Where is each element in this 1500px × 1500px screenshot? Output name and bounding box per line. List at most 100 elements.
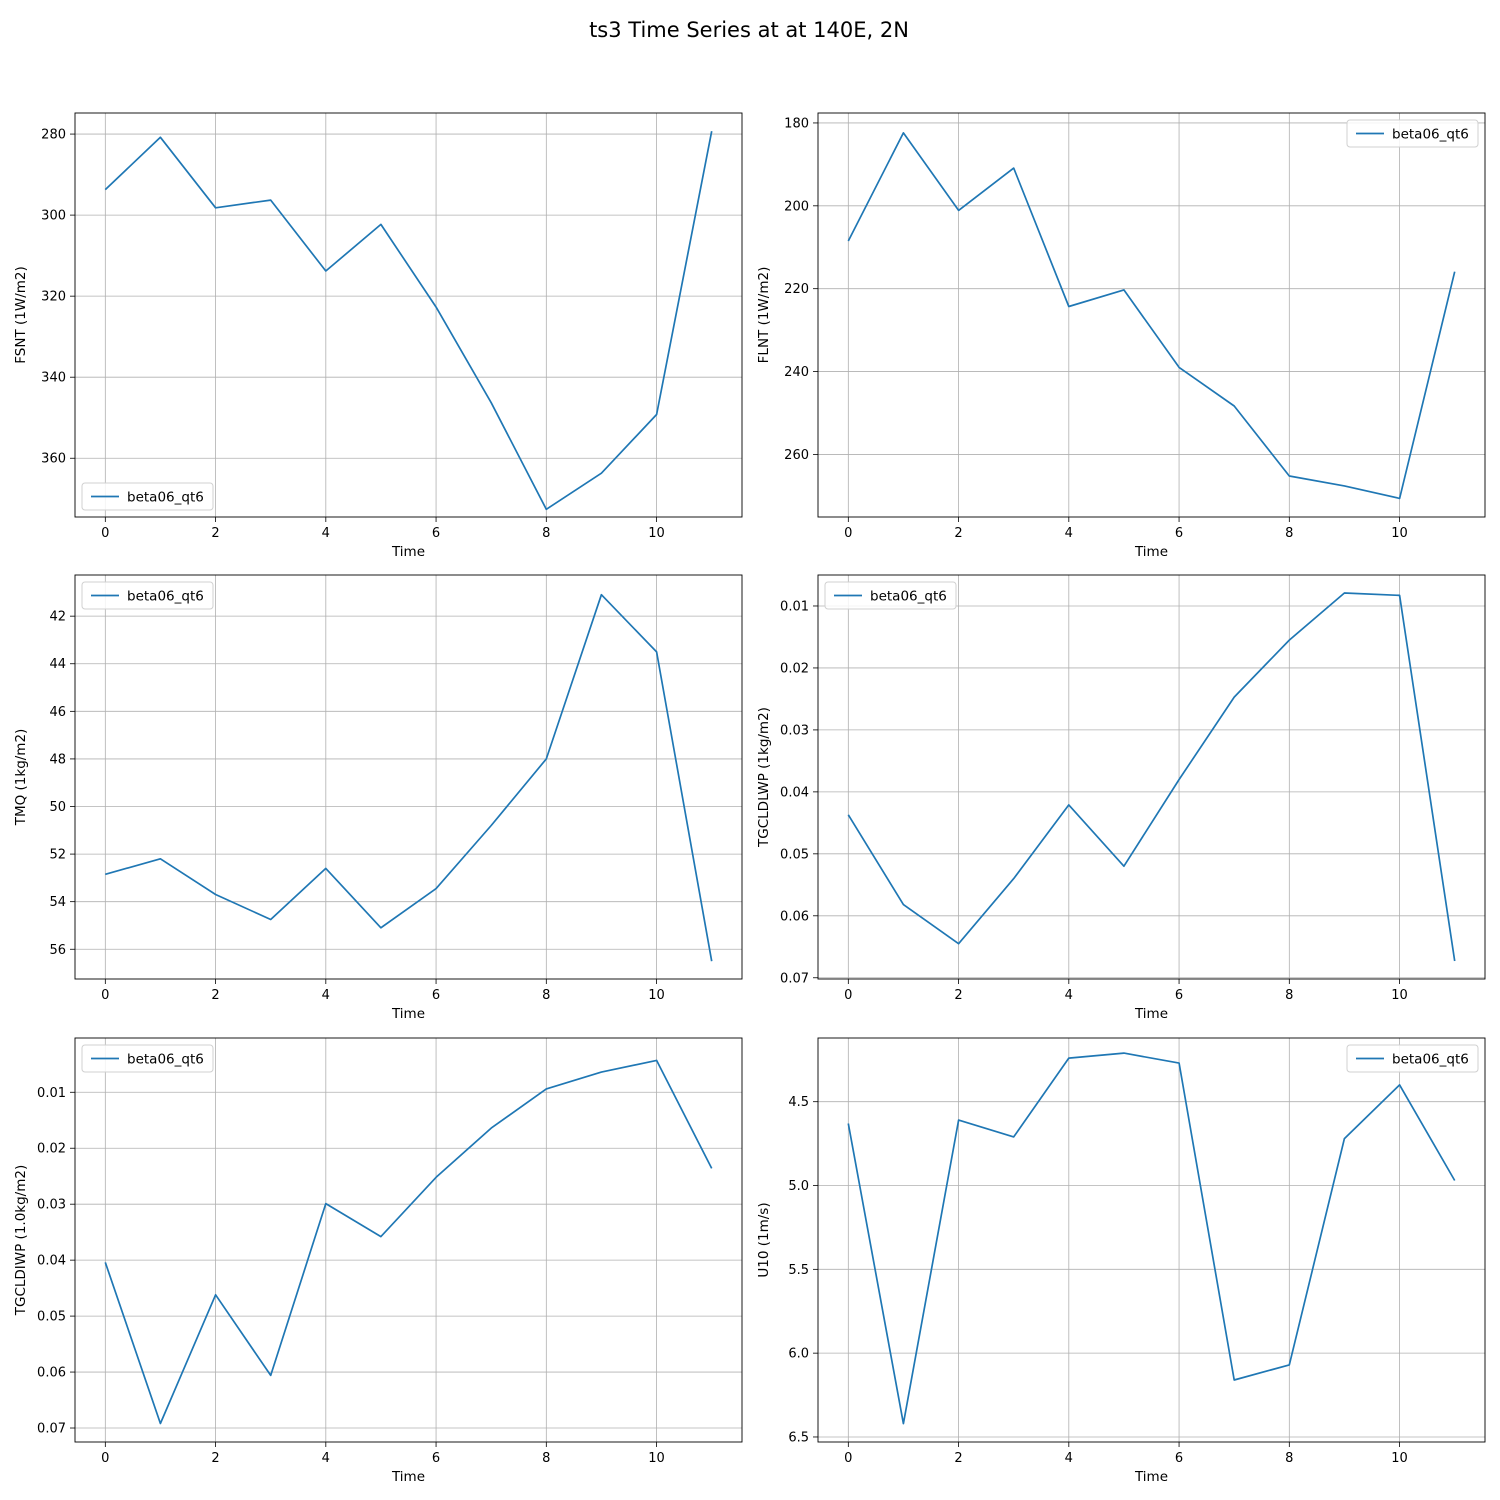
x-tick-label: 2 — [211, 988, 219, 1003]
x-tick-label: 2 — [954, 526, 962, 541]
legend: beta06_qt6 — [81, 581, 214, 610]
legend-box — [81, 1044, 214, 1073]
x-tick-label: 10 — [648, 1451, 665, 1466]
y-tick-label: 0.06 — [780, 909, 809, 924]
x-tick-label: 2 — [211, 526, 219, 541]
y-tick-label: 5.0 — [788, 1179, 809, 1194]
y-tick-label: 0.03 — [780, 723, 809, 738]
legend-box — [1346, 119, 1479, 148]
x-tick-label: 10 — [648, 988, 665, 1003]
x-tick-label: 4 — [322, 988, 330, 1003]
legend-label: beta06_qt6 — [127, 589, 204, 605]
y-tick-label: 0.02 — [780, 661, 809, 676]
y-tick-label: 48 — [49, 752, 66, 767]
legend-box — [81, 482, 214, 511]
legend-box — [1346, 1044, 1479, 1073]
y-axis-label: TGCLDIWP (1.0kg/m2) — [13, 1165, 29, 1317]
x-tick-label: 2 — [954, 988, 962, 1003]
x-tick-label: 8 — [1285, 1451, 1293, 1466]
y-axis-label: TGCLDLWP (1kg/m2) — [756, 707, 772, 848]
y-tick-label: 240 — [784, 365, 809, 380]
x-tick-label: 8 — [542, 1451, 550, 1466]
legend: beta06_qt6 — [1346, 119, 1479, 148]
x-axis-label: Time — [391, 1006, 425, 1022]
y-tick-label: 0.01 — [780, 599, 809, 614]
x-tick-label: 0 — [844, 1451, 852, 1466]
y-axis-label: U10 (1m/s) — [756, 1202, 772, 1277]
series-line — [847, 1052, 1456, 1425]
y-tick-label: 0.07 — [780, 971, 809, 986]
axes-frame — [817, 574, 1486, 980]
x-tick-label: 6 — [1175, 1451, 1183, 1466]
x-axis-label: Time — [1134, 544, 1168, 560]
axes-frame — [74, 112, 743, 518]
x-tick-label: 4 — [1065, 1451, 1073, 1466]
axes-frame — [74, 574, 743, 980]
subplot-4: 0 2 4 6 8 10 0.01 0.02 0.03 0.04 0.05 0.06 0.07 Time T… — [756, 574, 1486, 1022]
y-tick-label: 0.04 — [780, 785, 809, 800]
x-tick-label: 2 — [211, 1451, 219, 1466]
subplot-2: 0 2 4 6 8 10 180 200 220 240 260 Time FLNT (1W/m2) be… — [756, 112, 1486, 560]
x-tick-label: 10 — [1391, 1451, 1408, 1466]
legend-label: beta06_qt6 — [870, 589, 947, 605]
series-line — [105, 593, 713, 962]
y-tick-label: 0.07 — [37, 1422, 66, 1437]
y-tick-label: 46 — [49, 705, 66, 720]
y-tick-label: 4.5 — [788, 1095, 809, 1110]
y-tick-label: 54 — [49, 895, 66, 910]
x-tick-label: 10 — [1391, 526, 1408, 541]
x-tick-label: 10 — [648, 526, 665, 541]
y-tick-label: 260 — [784, 448, 809, 463]
x-tick-label: 6 — [1175, 988, 1183, 1003]
y-tick-label: 200 — [784, 199, 809, 214]
x-tick-label: 6 — [432, 1451, 440, 1466]
y-tick-label: 6.5 — [788, 1430, 809, 1445]
x-axis-label: Time — [391, 1469, 425, 1485]
y-tick-label: 0.02 — [37, 1142, 66, 1157]
legend: beta06_qt6 — [81, 482, 214, 511]
x-tick-label: 2 — [954, 1451, 962, 1466]
series-line — [104, 131, 713, 511]
x-tick-label: 6 — [432, 526, 440, 541]
y-tick-label: 220 — [784, 282, 809, 297]
x-tick-label: 0 — [844, 988, 852, 1003]
y-tick-label: 52 — [49, 848, 66, 863]
x-tick-label: 10 — [1391, 988, 1408, 1003]
y-tick-label: 360 — [41, 452, 66, 467]
legend: beta06_qt6 — [824, 581, 957, 610]
x-tick-label: 4 — [322, 526, 330, 541]
legend-label: beta06_qt6 — [127, 1052, 204, 1068]
x-tick-label: 8 — [542, 526, 550, 541]
x-tick-label: 8 — [1285, 988, 1293, 1003]
x-tick-label: 0 — [101, 526, 109, 541]
legend-box — [81, 581, 214, 610]
x-tick-label: 6 — [1175, 526, 1183, 541]
y-tick-label: 0.04 — [37, 1254, 66, 1269]
y-tick-label: 42 — [49, 610, 66, 625]
y-tick-label: 0.05 — [780, 847, 809, 862]
subplot-6: 0 2 4 6 8 10 4.5 5.0 5.5 6.0 6.5 Time U10 (1m/s) beta… — [756, 1037, 1486, 1485]
x-tick-label: 0 — [101, 1451, 109, 1466]
x-axis-label: Time — [1134, 1006, 1168, 1022]
axes-frame — [74, 1037, 743, 1443]
x-tick-label: 4 — [1065, 526, 1073, 541]
legend-box — [824, 581, 957, 610]
y-axis-label: FSNT (1W/m2) — [13, 266, 29, 364]
legend-label: beta06_qt6 — [1392, 127, 1469, 143]
y-tick-label: 0.05 — [37, 1310, 66, 1325]
y-axis-label: TMQ (1kg/m2) — [13, 729, 29, 827]
figure-title: ts3 Time Series at at 140E, 2N — [589, 18, 909, 42]
series-line — [847, 592, 1456, 962]
x-tick-label: 8 — [1285, 526, 1293, 541]
y-tick-label: 56 — [49, 943, 66, 958]
y-tick-label: 180 — [784, 116, 809, 131]
y-tick-label: 280 — [41, 128, 66, 143]
x-tick-label: 6 — [432, 988, 440, 1003]
x-tick-label: 0 — [101, 988, 109, 1003]
axes-frame — [817, 1037, 1486, 1443]
y-tick-label: 0.03 — [37, 1198, 66, 1213]
y-tick-label: 50 — [49, 800, 66, 815]
series-line — [847, 132, 1456, 500]
